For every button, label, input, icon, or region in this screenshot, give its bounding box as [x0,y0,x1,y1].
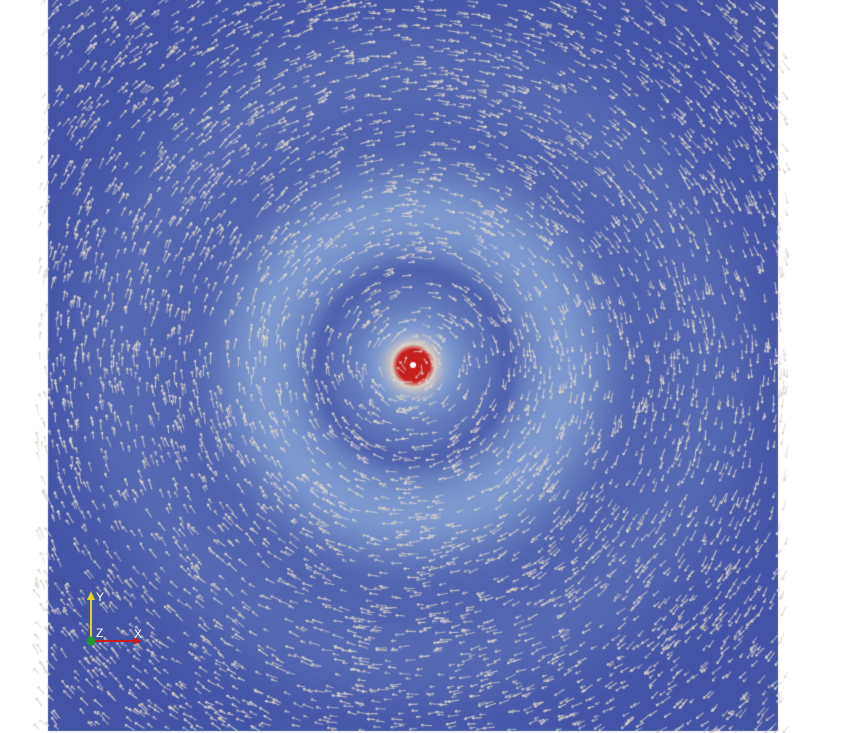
y-axis-label: Y [96,590,104,604]
orientation-axes-widget: X Y Z [86,590,142,646]
z-axis-label: Z [96,626,103,640]
x-axis-label: X [134,627,142,641]
x-axis-arrow-icon [133,637,142,645]
y-axis-arrow-icon [87,591,95,600]
z-axis-dot-icon [86,636,96,646]
